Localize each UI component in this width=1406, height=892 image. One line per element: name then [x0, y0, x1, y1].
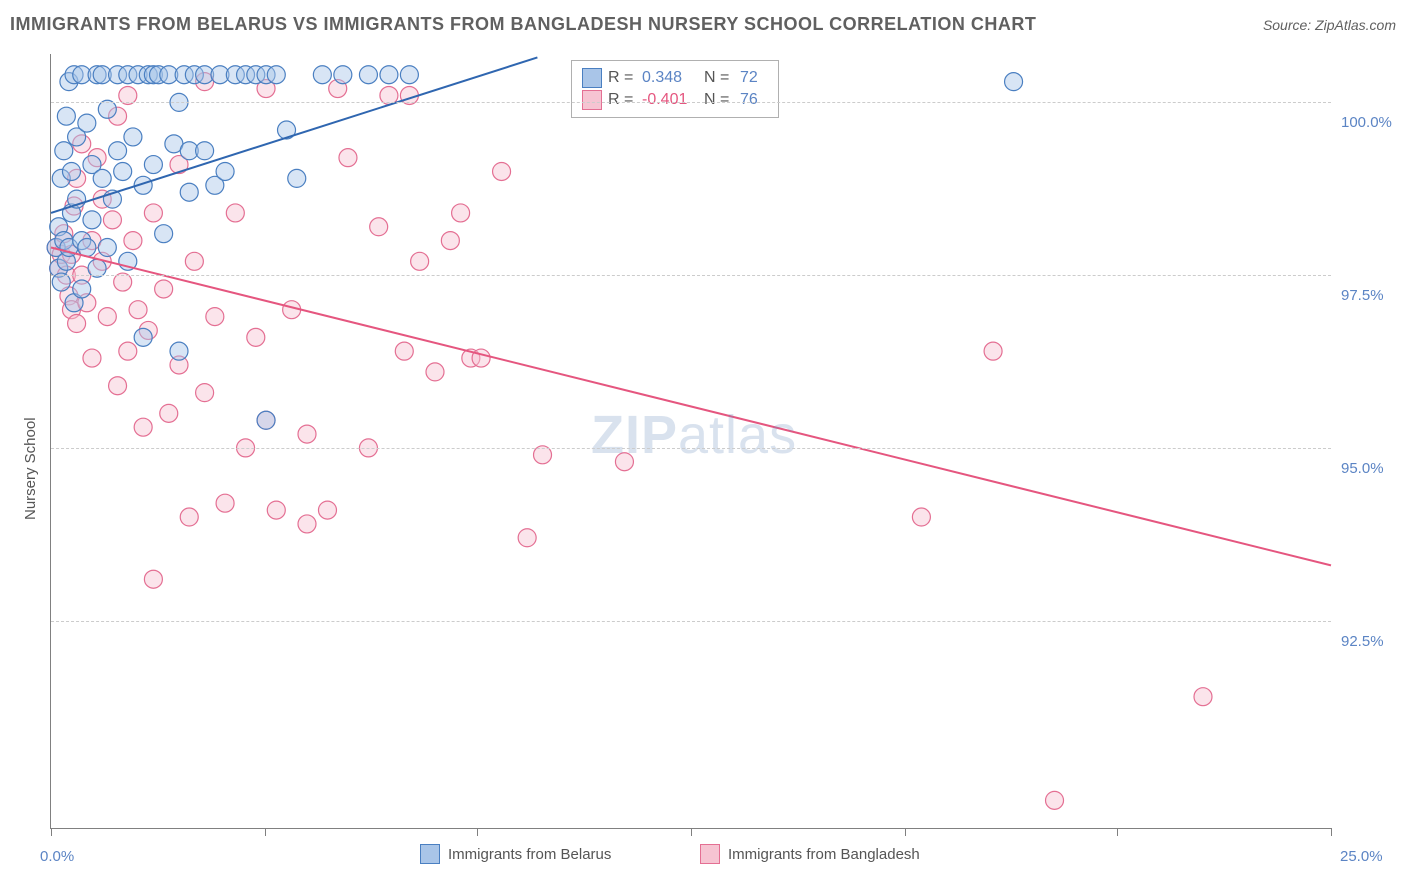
plot-area: ZIPatlas R = 0.348 N = 72 R = -0.401 N =… [50, 54, 1331, 829]
x-tick [1331, 828, 1332, 836]
legend-row-b: R = -0.401 N = 76 [582, 89, 768, 111]
x-tick [51, 828, 52, 836]
gridline [51, 102, 1331, 103]
legend-bottom-b: Immigrants from Bangladesh [700, 844, 920, 864]
chart-svg [51, 54, 1331, 828]
n-value-a: 72 [740, 69, 768, 87]
gridline [51, 621, 1331, 622]
y-tick-label: 92.5% [1341, 633, 1401, 650]
y-tick-label: 100.0% [1341, 114, 1401, 131]
swatch-b-icon [582, 90, 602, 110]
n-label: N = [704, 91, 734, 109]
gridline [51, 275, 1331, 276]
n-label: N = [704, 69, 734, 87]
x-tick [691, 828, 692, 836]
chart-source: Source: ZipAtlas.com [1263, 17, 1396, 33]
n-value-b: 76 [740, 91, 768, 109]
r-label: R = [608, 69, 636, 87]
legend-label-a: Immigrants from Belarus [448, 846, 611, 863]
swatch-a-icon [582, 68, 602, 88]
legend-bottom-a: Immigrants from Belarus [420, 844, 611, 864]
x-min-label: 0.0% [40, 848, 74, 865]
swatch-b-icon [700, 844, 720, 864]
x-tick [265, 828, 266, 836]
y-axis-label: Nursery School [22, 417, 39, 520]
x-max-label: 25.0% [1340, 848, 1383, 865]
x-tick [477, 828, 478, 836]
r-value-b: -0.401 [642, 91, 698, 109]
correlation-legend: R = 0.348 N = 72 R = -0.401 N = 76 [571, 60, 779, 118]
gridline [51, 448, 1331, 449]
legend-row-a: R = 0.348 N = 72 [582, 67, 768, 89]
swatch-a-icon [420, 844, 440, 864]
y-tick-label: 95.0% [1341, 460, 1401, 477]
r-value-a: 0.348 [642, 69, 698, 87]
x-tick [1117, 828, 1118, 836]
r-label: R = [608, 91, 636, 109]
x-tick [905, 828, 906, 836]
legend-label-b: Immigrants from Bangladesh [728, 846, 920, 863]
chart-title: IMMIGRANTS FROM BELARUS VS IMMIGRANTS FR… [10, 14, 1036, 35]
y-tick-label: 97.5% [1341, 287, 1401, 304]
